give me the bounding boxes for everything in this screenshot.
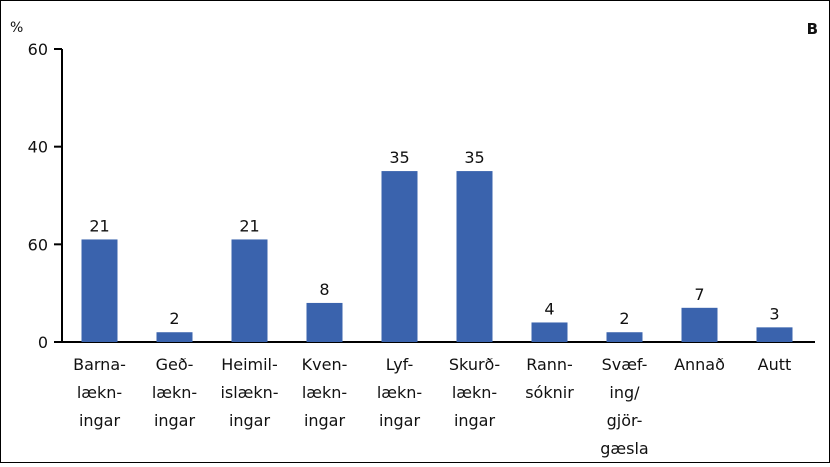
value-label: 8 bbox=[319, 280, 329, 299]
x-tick-label-line: islækn- bbox=[220, 383, 278, 402]
x-tick-label-line: Heimil- bbox=[221, 355, 278, 374]
x-tick-label-line: lækn- bbox=[77, 383, 122, 402]
value-label: 4 bbox=[544, 299, 554, 318]
x-tick-label: Skurð-lækn-ingar bbox=[449, 355, 500, 430]
x-tick-label-line: ing/ bbox=[609, 383, 640, 402]
value-label: 35 bbox=[464, 148, 484, 167]
x-tick-label-line: lækn- bbox=[152, 383, 197, 402]
x-tick-label-line: Skurð- bbox=[449, 355, 500, 374]
y-axis-label: % bbox=[10, 20, 23, 36]
value-label: 3 bbox=[769, 304, 779, 323]
x-tick-label: Heimil-islækn-ingar bbox=[220, 355, 278, 430]
x-tick-label-line: lækn- bbox=[377, 383, 422, 402]
x-tick-label-line: gæsla bbox=[600, 439, 648, 458]
x-tick-label-line: Geð- bbox=[156, 355, 194, 374]
x-tick-label: Autt bbox=[758, 355, 792, 374]
bar bbox=[531, 322, 568, 342]
value-label: 21 bbox=[239, 216, 259, 235]
y-tick-label: 60 bbox=[28, 235, 48, 254]
x-tick-label-line: ingar bbox=[79, 411, 121, 430]
x-tick-label: Svæf-ing/gjör-gæsla bbox=[600, 355, 648, 458]
x-tick-label-line: lækn- bbox=[452, 383, 497, 402]
bar bbox=[81, 239, 118, 342]
panel-label: B bbox=[807, 20, 818, 38]
x-tick-label-line: ingar bbox=[379, 411, 421, 430]
x-tick-label: Barna-lækn-ingar bbox=[73, 355, 126, 430]
x-tick-label: Annað bbox=[674, 355, 725, 374]
x-tick-label-line: ingar bbox=[229, 411, 271, 430]
y-tick-label: 0 bbox=[38, 333, 48, 352]
bar bbox=[231, 239, 268, 342]
bar bbox=[381, 171, 418, 342]
bar bbox=[606, 332, 643, 342]
value-label: 2 bbox=[169, 309, 179, 328]
x-tick-label-line: ingar bbox=[154, 411, 196, 430]
y-tick-label: 60 bbox=[28, 40, 48, 59]
bar bbox=[756, 327, 793, 342]
x-tick-label-line: Autt bbox=[758, 355, 792, 374]
x-tick-label: Geð-lækn-ingar bbox=[152, 355, 197, 430]
x-tick-label: Lyf-lækn-ingar bbox=[377, 355, 422, 430]
bar bbox=[681, 307, 718, 342]
x-tick-label-line: Lyf- bbox=[386, 355, 413, 374]
y-tick-label: 40 bbox=[28, 138, 48, 157]
value-label: 7 bbox=[694, 285, 704, 304]
value-label: 2 bbox=[619, 309, 629, 328]
bar bbox=[456, 171, 493, 342]
bar bbox=[156, 332, 193, 342]
x-tick-label-line: ingar bbox=[454, 411, 496, 430]
x-tick-label-line: Annað bbox=[674, 355, 725, 374]
x-tick-label-line: Barna- bbox=[73, 355, 126, 374]
x-tick-label-line: Rann- bbox=[526, 355, 573, 374]
x-tick-label-line: Kven- bbox=[302, 355, 348, 374]
x-tick-label-line: lækn- bbox=[302, 383, 347, 402]
bar bbox=[306, 302, 343, 342]
x-tick-label-line: sóknir bbox=[525, 383, 574, 402]
x-tick-label-line: ingar bbox=[304, 411, 346, 430]
value-label: 35 bbox=[389, 148, 409, 167]
x-tick-label: Rann-sóknir bbox=[525, 355, 574, 402]
x-tick-label-line: Svæf- bbox=[602, 355, 648, 374]
x-tick-label: Kven-lækn-ingar bbox=[302, 355, 348, 430]
x-tick-label-line: gjör- bbox=[607, 411, 643, 430]
value-label: 21 bbox=[89, 216, 109, 235]
